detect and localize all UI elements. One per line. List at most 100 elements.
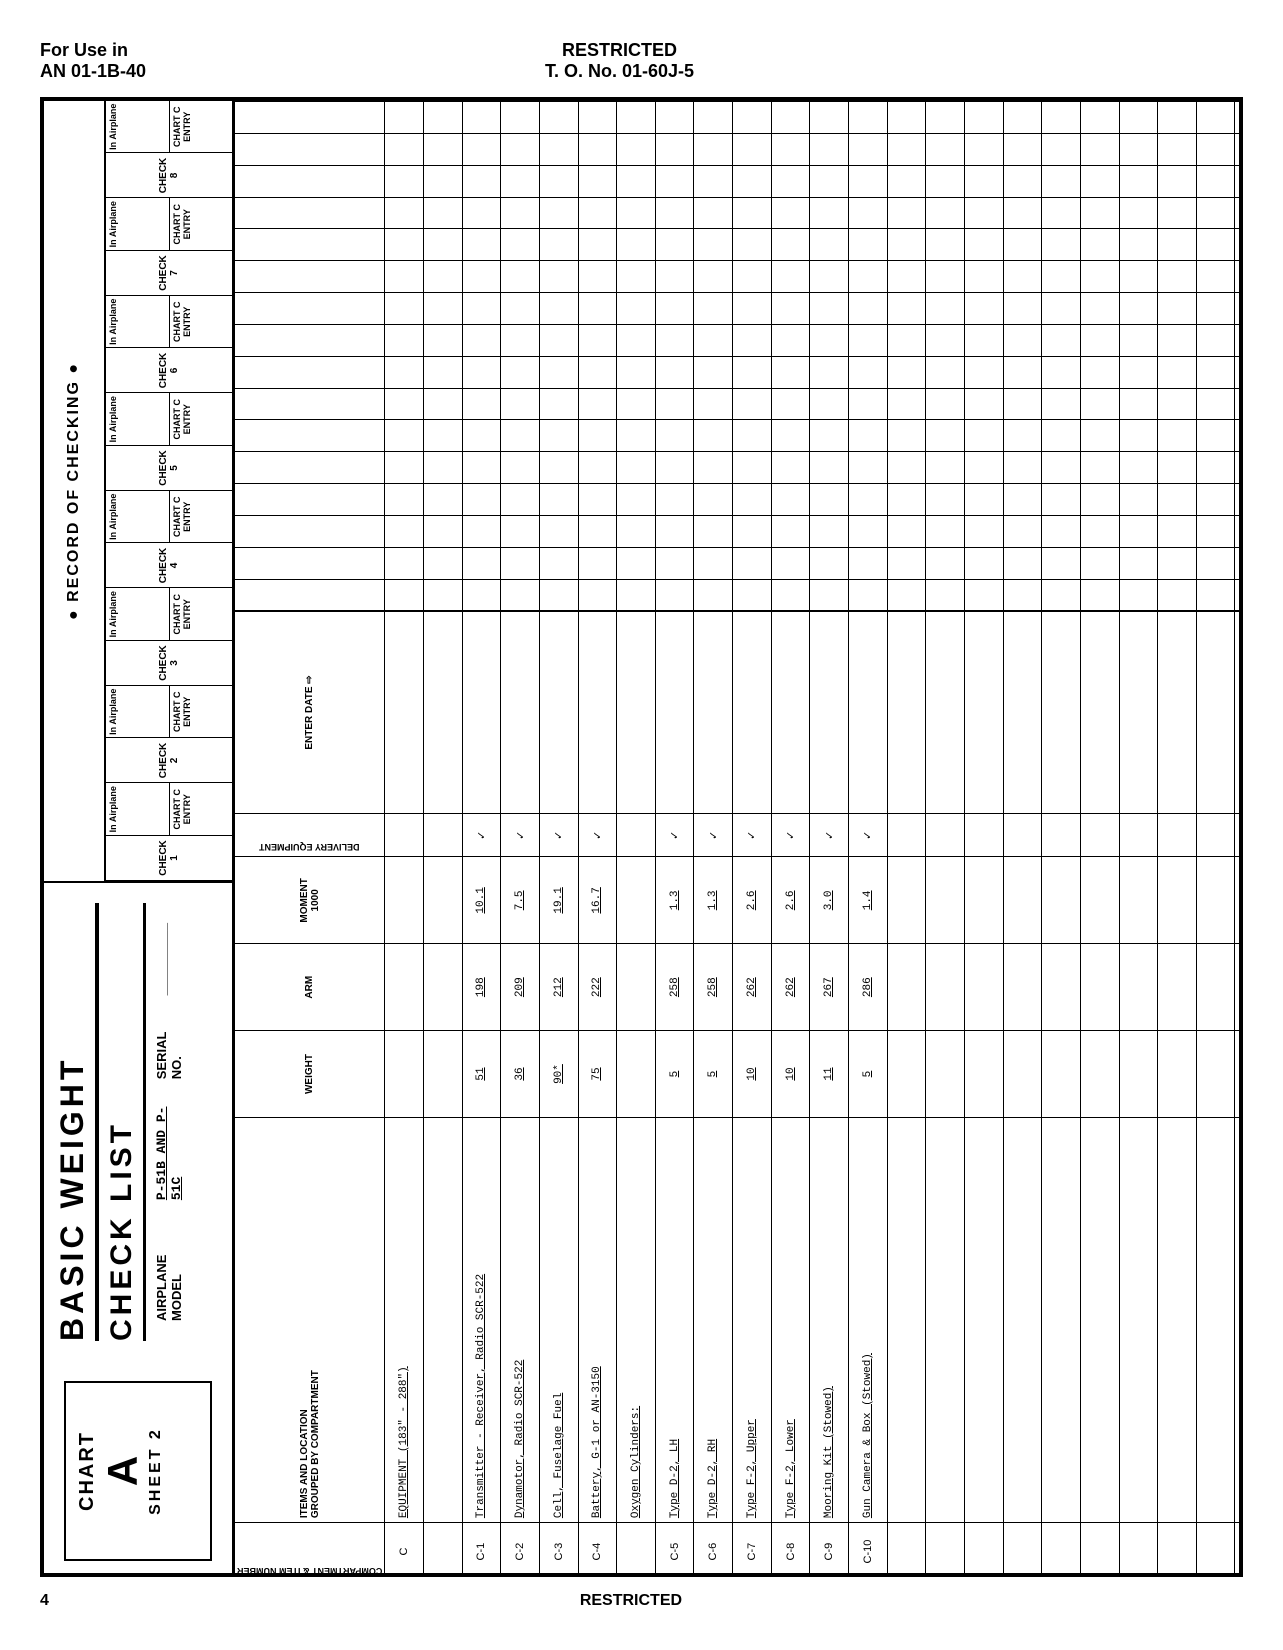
deliv-cell: ✓: [578, 814, 617, 857]
item-cell: Cell, Fuselage Fuel: [539, 1117, 578, 1522]
check-cell: [501, 356, 540, 388]
date-cell: [1119, 611, 1158, 814]
check-block: CHECK5In AirplaneCHART C ENTRY: [106, 394, 232, 492]
check-cell: [1196, 420, 1235, 452]
moment-header: MOMENT 1000: [235, 857, 385, 944]
check-cell: [501, 452, 540, 484]
check-cell: [1042, 388, 1081, 420]
page-container: For Use in AN 01-1B-40 RESTRICTED T. O. …: [40, 40, 1243, 1610]
check-cell: [771, 229, 810, 261]
comp-cell: [1196, 1523, 1235, 1577]
date-cell: [539, 611, 578, 814]
check-cell: [849, 515, 888, 547]
weight-cell: [1042, 1031, 1081, 1118]
check-cell: [1042, 452, 1081, 484]
chart-box: CHART A SHEET 2: [64, 1381, 212, 1561]
table-row: [1003, 102, 1042, 1578]
weight-cell: [617, 1031, 656, 1118]
table-row: [887, 102, 926, 1578]
check-col-header: [235, 324, 385, 356]
an-number: AN 01-1B-40: [40, 61, 146, 82]
check-cell: [694, 484, 733, 516]
check-cell: [1235, 484, 1243, 516]
check-cell: [887, 261, 926, 293]
check-cell: [539, 452, 578, 484]
check-cell: [1119, 197, 1158, 229]
deliv-cell: [887, 814, 926, 857]
check-cell: [423, 293, 462, 325]
check-cell: [1003, 356, 1042, 388]
check-cell: [1196, 165, 1235, 197]
check-cell: [964, 293, 1003, 325]
check-block: CHECK6In AirplaneCHART C ENTRY: [106, 296, 232, 394]
deliv-cell: [617, 814, 656, 857]
check-cell: [964, 229, 1003, 261]
check-cell: [1235, 515, 1243, 547]
item-cell: [1119, 1117, 1158, 1522]
check-cell: [655, 452, 694, 484]
deliv-cell: [1003, 814, 1042, 857]
check-cell: [1235, 547, 1243, 579]
check-cell: [1003, 261, 1042, 293]
arm-cell: 258: [694, 944, 733, 1031]
check-cell: [1119, 324, 1158, 356]
check-cell: [849, 293, 888, 325]
check-cell: [462, 229, 501, 261]
check-cell: [1119, 261, 1158, 293]
check-cell: [1119, 165, 1158, 197]
check-cell: [539, 229, 578, 261]
check-cell: [964, 388, 1003, 420]
moment-cell: [617, 857, 656, 944]
check-cell: [578, 388, 617, 420]
sheet-num: 2: [147, 1427, 164, 1439]
check-cell: [694, 134, 733, 166]
check-cell: [1080, 261, 1119, 293]
comp-cell: C-3: [539, 1523, 578, 1577]
arm-cell: [423, 944, 462, 1031]
check-cell: [1042, 261, 1081, 293]
table-row: C-10Gun Camera & Box (Stowed)52861.4✓: [849, 102, 888, 1578]
check-sub: In AirplaneCHART C ENTRY: [106, 784, 232, 836]
check-cell: [1158, 484, 1197, 516]
comp-cell: [926, 1523, 965, 1577]
deliv-cell: [964, 814, 1003, 857]
table-row: [926, 102, 965, 1578]
check-cell: [655, 293, 694, 325]
check-cell: [501, 324, 540, 356]
check-cell: [1235, 293, 1243, 325]
date-cell: [733, 611, 772, 814]
check-cell: [655, 165, 694, 197]
check-cell: [926, 197, 965, 229]
table-row: C-3Cell, Fuselage Fuel90*21219.1✓: [539, 102, 578, 1578]
items-header: ITEMS AND LOCATION GROUPED BY COMPARTMEN…: [235, 1117, 385, 1522]
moment-cell: 1.3: [694, 857, 733, 944]
table-row: [1235, 102, 1243, 1578]
check-cell: [578, 102, 617, 134]
check-cell: [655, 388, 694, 420]
check-sub: In AirplaneCHART C ENTRY: [106, 491, 232, 543]
check-cell: [1003, 197, 1042, 229]
check-cell: [1235, 420, 1243, 452]
comp-cell: C-2: [501, 1523, 540, 1577]
title-sub: CHECK LIST: [105, 903, 146, 1341]
table-row: C-4Battery, G-1 or AN-31507522216.7✓: [578, 102, 617, 1578]
check-cell: [771, 452, 810, 484]
check-cell: [887, 324, 926, 356]
chart-c-label: CHART C ENTRY: [170, 394, 233, 446]
date-cell: [810, 611, 849, 814]
check-cell: [849, 547, 888, 579]
check-cell: [1196, 102, 1235, 134]
item-cell: [1003, 1117, 1042, 1522]
comp-cell: [423, 1523, 462, 1577]
check-cell: [539, 484, 578, 516]
check-cell: [385, 293, 424, 325]
check-cell: [462, 579, 501, 611]
check-cell: [385, 420, 424, 452]
check-cell: [578, 324, 617, 356]
deliv-cell: [1196, 814, 1235, 857]
check-cell: [578, 356, 617, 388]
check-cell: [462, 547, 501, 579]
check-cell: [578, 134, 617, 166]
check-cell: [1196, 388, 1235, 420]
check-cell: [733, 102, 772, 134]
